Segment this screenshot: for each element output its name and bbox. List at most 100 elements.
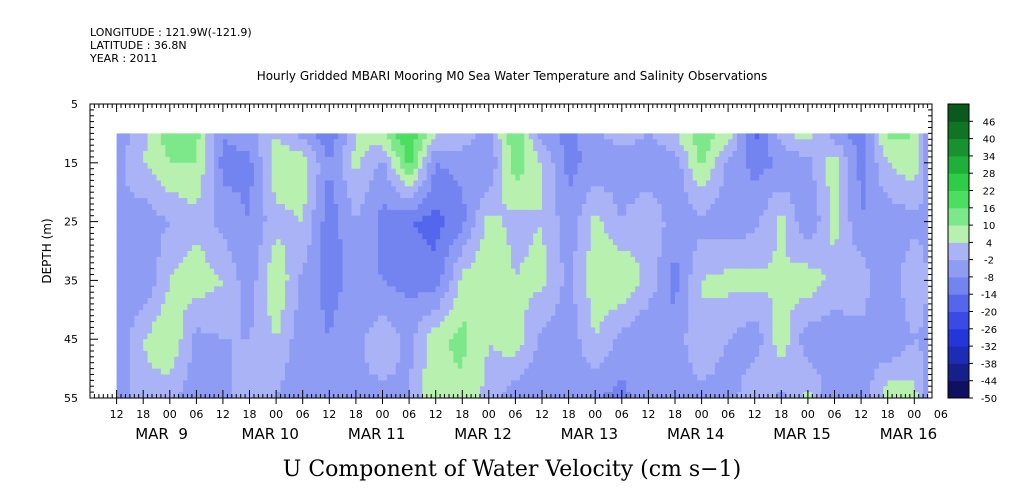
heatmap-cell [307, 203, 313, 211]
heatmap-cell [355, 162, 361, 170]
heatmap-cell [453, 368, 459, 376]
heatmap-cell [568, 362, 574, 370]
heatmap-cell [395, 321, 401, 329]
heatmap-cell [395, 215, 401, 223]
heatmap-cell [187, 156, 193, 164]
heatmap-cell [497, 298, 503, 305]
heatmap-cell [191, 186, 197, 193]
heatmap-cell [382, 356, 388, 364]
heatmap-cell [528, 345, 534, 352]
heatmap-cell [324, 227, 330, 234]
heatmap-cell [550, 262, 556, 270]
heatmap-cell [542, 180, 548, 187]
heatmap-cell [214, 292, 220, 299]
heatmap-cell [227, 356, 233, 364]
heatmap-cell [125, 145, 131, 152]
heatmap-cell [515, 274, 521, 281]
heatmap-cell [573, 221, 579, 229]
heatmap-cell [205, 209, 211, 217]
heatmap-cell [453, 251, 459, 258]
heatmap-cell [409, 339, 415, 346]
heatmap-cell [324, 262, 330, 270]
heatmap-cell [422, 345, 428, 352]
heatmap-cell [351, 156, 357, 164]
heatmap-cell [519, 309, 525, 317]
heatmap-cell [231, 380, 237, 387]
heatmap-cell [422, 192, 428, 199]
heatmap-cell [453, 350, 459, 358]
heatmap-cell [311, 286, 317, 293]
heatmap-cell [506, 345, 512, 352]
heatmap-cell [298, 268, 304, 276]
heatmap-cell [546, 339, 552, 346]
heatmap-cell [298, 345, 304, 352]
heatmap-cell [466, 239, 472, 246]
heatmap-cell [152, 321, 158, 329]
heatmap-cell [466, 386, 472, 393]
heatmap-cell [222, 309, 228, 317]
heatmap-cell [488, 374, 494, 381]
heatmap-cell [249, 339, 255, 346]
heatmap-cell [409, 209, 415, 217]
heatmap-cell [479, 215, 486, 223]
heatmap-cell [466, 162, 472, 170]
heatmap-cell [121, 162, 127, 170]
heatmap-cell [479, 180, 486, 187]
heatmap-cell [568, 256, 574, 264]
heatmap-cell [511, 380, 517, 387]
heatmap-cell [174, 221, 180, 229]
heatmap-cell [466, 333, 472, 340]
heatmap-cell [191, 203, 197, 211]
heatmap-cell [160, 292, 166, 299]
heatmap-cell [214, 256, 220, 264]
heatmap-cell [426, 368, 432, 376]
heatmap-cell [316, 333, 322, 340]
heatmap-cell [506, 180, 512, 187]
heatmap-cell [462, 192, 468, 199]
heatmap-cell [222, 209, 228, 217]
heatmap-cell [258, 303, 264, 311]
heatmap-cell [311, 362, 317, 370]
heatmap-cell [134, 139, 140, 146]
heatmap-cell [333, 233, 339, 240]
heatmap-cell [453, 345, 459, 352]
heatmap-cell [302, 133, 308, 140]
heatmap-cell [316, 156, 322, 164]
heatmap-cell [338, 374, 344, 381]
heatmap-cell [121, 350, 127, 358]
heatmap-cell [386, 350, 392, 358]
heatmap-cell [599, 139, 605, 146]
heatmap-cell [573, 368, 579, 376]
heatmap-cell [152, 174, 158, 182]
heatmap-cell [528, 368, 534, 376]
heatmap-cell [138, 380, 144, 387]
heatmap-cell [338, 251, 344, 258]
heatmap-cell [245, 180, 251, 187]
heatmap-cell [218, 315, 224, 323]
heatmap-cell [191, 280, 197, 287]
heatmap-cell [187, 286, 193, 293]
heatmap-cell [369, 221, 375, 229]
heatmap-cell [302, 280, 308, 287]
heatmap-cell [573, 180, 579, 187]
heatmap-cell [493, 392, 499, 399]
heatmap-cell [280, 380, 286, 387]
heatmap-cell [479, 233, 486, 240]
heatmap-cell [320, 162, 326, 170]
heatmap-cell [573, 392, 579, 399]
heatmap-cell [550, 180, 556, 187]
heatmap-cell [258, 345, 264, 352]
heatmap-cell [183, 203, 189, 211]
heatmap-cell [577, 256, 583, 264]
heatmap-cell [378, 145, 384, 152]
heatmap-cell [347, 227, 353, 234]
heatmap-cell [604, 215, 610, 223]
heatmap-cell [200, 203, 206, 211]
heatmap-cell [169, 309, 175, 317]
heatmap-cell [324, 350, 330, 358]
heatmap-cell [382, 198, 388, 205]
heatmap-cell [586, 239, 592, 246]
heatmap-cell [391, 339, 397, 346]
heatmap-cell [493, 374, 499, 381]
heatmap-cell [316, 292, 322, 299]
